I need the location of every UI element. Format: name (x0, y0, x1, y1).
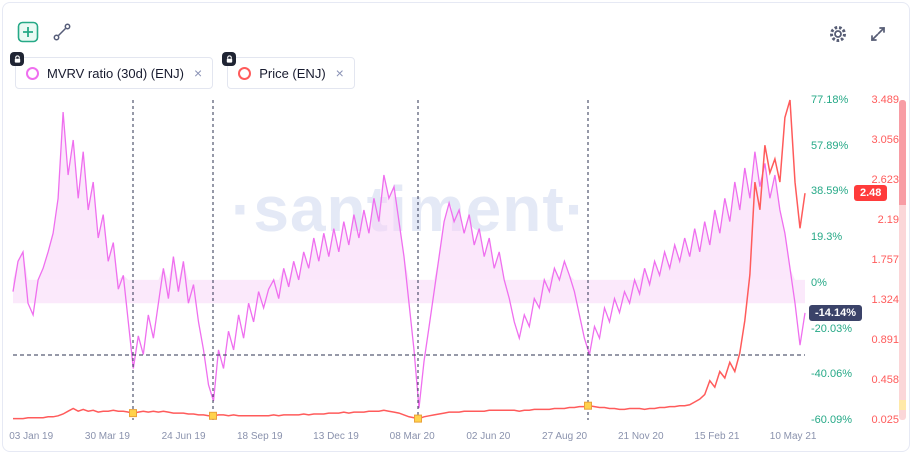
mvrv-neutral-band (13, 279, 805, 304)
date-axis-label: 03 Jan 19 (9, 431, 54, 442)
date-axis: 03 Jan 19 30 Mar 19 24 Jun 19 18 Sep 19 13 D… (9, 431, 816, 447)
price-last-value-badge: 2.48 (854, 185, 888, 202)
mvrv-last-value-badge: -14.14% (809, 304, 862, 321)
toolbar (15, 17, 897, 49)
trend-slope-glyph (53, 23, 71, 41)
date-axis-label: 10 May 21 (769, 431, 817, 442)
mvrv-percent-axis: 77.18% 57.89% 38.59% 19.3% 0% -20.03% -40.06% -… (811, 94, 855, 426)
percent-axis-label: 57.89% (811, 139, 849, 152)
percent-axis-label: -20.03% (811, 322, 852, 335)
gear-glyph (830, 26, 846, 42)
price-axis-label: 0.025 (871, 414, 899, 426)
event-marker-icon[interactable] (209, 411, 217, 420)
price-axis-label: 3.489 (871, 94, 899, 106)
date-axis-label: 08 Mar 20 (389, 431, 435, 442)
price-axis: 3.489 3.056 2.623 2.19 1.757 1.324 0.891 0.458 0… (851, 94, 899, 426)
metric-chip-label: MVRV ratio (30d) (ENJ) (47, 65, 185, 81)
metric-chip-label: Price (ENJ) (259, 65, 326, 81)
mvrv-line (12, 112, 806, 409)
metric-color-icon (26, 66, 39, 80)
percent-axis-label: -60.09% (811, 414, 852, 426)
percent-axis-label: 19.3% (811, 231, 843, 244)
date-axis-label: 30 Mar 19 (84, 431, 130, 442)
price-line (13, 99, 806, 420)
fullscreen-icon[interactable] (865, 21, 891, 47)
event-marker-icon[interactable] (129, 409, 137, 418)
price-axis-label: 1.324 (871, 294, 899, 306)
percent-axis-label: 38.59% (811, 185, 849, 198)
percent-axis-label: 77.18% (811, 94, 849, 106)
price-axis-label: 0.891 (871, 334, 899, 346)
percent-axis-label: 0% (811, 276, 827, 289)
scrollbar-highlight-segment (899, 100, 906, 205)
event-marker-icon[interactable] (584, 401, 592, 410)
date-axis-label: 18 Sep 19 (236, 431, 283, 442)
price-axis-label: 1.757 (871, 254, 899, 266)
date-axis-label: 27 Aug 20 (542, 431, 588, 442)
price-axis-label: 2.623 (871, 174, 899, 186)
price-axis-label: 3.056 (871, 134, 899, 146)
chart-plot-area[interactable]: ·santiment· (12, 99, 806, 423)
chart-canvas (12, 99, 806, 423)
chart-layout-icon[interactable] (15, 19, 41, 45)
close-icon[interactable]: × (194, 65, 203, 81)
price-axis-label: 2.19 (877, 214, 899, 226)
percent-axis-label: -40.06% (811, 368, 852, 381)
price-scale-scrollbar[interactable] (899, 100, 906, 420)
mvrv-area-fill (13, 112, 805, 280)
lock-icon (222, 52, 237, 66)
close-icon[interactable]: × (335, 65, 344, 81)
date-axis-label: 24 Jun 19 (161, 431, 206, 442)
fullscreen-glyph (871, 27, 885, 41)
date-axis-label: 15 Feb 21 (694, 431, 740, 442)
metric-color-icon (238, 66, 252, 80)
date-axis-label: 02 Jun 20 (466, 431, 511, 442)
scrollbar-marker-segment (899, 400, 906, 410)
metric-chips: MVRV ratio (30d) (ENJ) × Price (ENJ) × (10, 52, 355, 89)
trend-slope-icon[interactable] (49, 19, 75, 45)
metric-chip-price[interactable]: Price (ENJ) × (222, 52, 355, 89)
chart-layout-glyph (17, 21, 39, 43)
date-axis-label: 13 Dec 19 (313, 431, 359, 442)
lock-icon (10, 52, 24, 66)
settings-gear-icon[interactable] (825, 21, 851, 47)
price-axis-label: 0.458 (871, 374, 899, 386)
event-marker-icon[interactable] (414, 414, 422, 423)
date-axis-label: 21 Nov 20 (617, 431, 664, 442)
metric-chip-mvrv[interactable]: MVRV ratio (30d) (ENJ) × (10, 52, 214, 89)
